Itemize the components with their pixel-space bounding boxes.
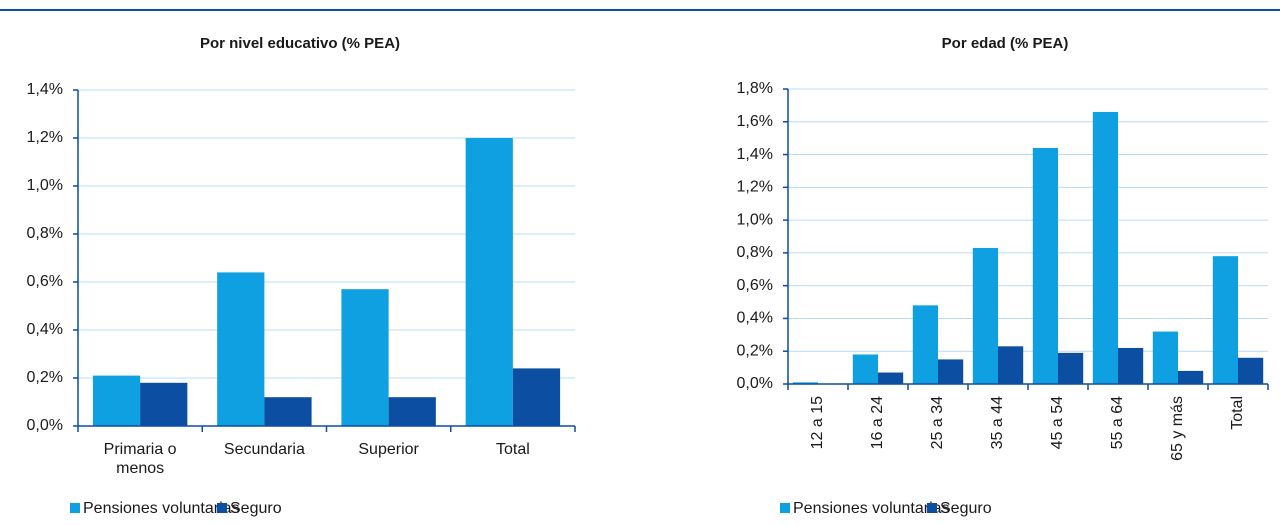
- bar: [92, 375, 141, 426]
- bar: [792, 382, 818, 384]
- bar: [938, 359, 964, 384]
- y-tick-label: 0,0%: [27, 417, 63, 434]
- x-tick-label: 25 a 34: [929, 396, 946, 449]
- bar: [1092, 111, 1118, 384]
- legend-swatch: [217, 503, 227, 513]
- y-tick-label: 0,6%: [737, 277, 773, 294]
- y-tick-label: 0,2%: [737, 342, 773, 359]
- legend-swatch: [70, 503, 80, 513]
- legend-label: Seguro: [940, 500, 992, 517]
- y-tick-label: 1,8%: [737, 80, 773, 97]
- y-tick-label: 0,8%: [27, 225, 63, 242]
- y-tick-label: 0,2%: [27, 369, 63, 386]
- x-tick-label: Total: [1229, 396, 1246, 430]
- bar: [972, 247, 998, 384]
- x-tick-label: Primaria o menos: [103, 441, 177, 477]
- y-tick-label: 0,4%: [737, 310, 773, 327]
- x-tick-label: 12 a 15: [809, 396, 826, 449]
- bar: [341, 289, 389, 426]
- y-tick-label: 1,0%: [737, 211, 773, 228]
- legend-label: Pensiones voluntarias: [793, 500, 950, 517]
- y-tick-label: 1,4%: [27, 81, 63, 98]
- bar: [998, 346, 1024, 384]
- x-tick-label: 55 a 64: [1109, 396, 1126, 449]
- x-tick-label: 65 y más: [1169, 396, 1186, 461]
- bar: [912, 305, 938, 384]
- y-tick-label: 0,8%: [737, 244, 773, 261]
- x-tick-label: Superior: [358, 441, 419, 458]
- bar: [512, 368, 561, 426]
- y-tick-label: 0,0%: [737, 375, 773, 392]
- bar: [140, 382, 188, 426]
- x-tick-label: Total: [495, 441, 530, 458]
- bar: [1178, 370, 1204, 384]
- y-tick-label: 1,4%: [737, 146, 773, 163]
- bar: [388, 397, 436, 426]
- bar: [878, 372, 904, 384]
- bar: [264, 397, 312, 426]
- bar: [1212, 256, 1238, 384]
- chart-title: Por nivel educativo (% PEA): [200, 35, 400, 52]
- y-tick-label: 1,2%: [737, 179, 773, 196]
- bar: [217, 272, 265, 426]
- chart-title: Por edad (% PEA): [942, 35, 1069, 52]
- x-tick-label: Secundaria: [223, 441, 305, 458]
- y-tick-label: 0,6%: [27, 273, 63, 290]
- y-tick-label: 1,2%: [27, 129, 63, 146]
- x-tick-label: 16 a 24: [869, 396, 886, 449]
- y-tick-label: 1,0%: [27, 177, 63, 194]
- y-tick-label: 1,6%: [737, 113, 773, 130]
- x-tick-label: 35 a 44: [989, 396, 1006, 449]
- x-tick-label: 45 a 54: [1049, 396, 1066, 449]
- bar: [1032, 148, 1058, 384]
- bar: [1058, 352, 1084, 384]
- legend-swatch: [780, 503, 790, 513]
- y-tick-label: 0,4%: [27, 321, 63, 338]
- legend-label: Pensiones voluntarias: [83, 500, 240, 517]
- legend-swatch: [927, 503, 937, 513]
- bar: [1152, 331, 1178, 384]
- bar: [465, 138, 513, 426]
- bar: [1238, 357, 1264, 384]
- bar: [1118, 347, 1144, 384]
- legend-label: Seguro: [230, 500, 282, 517]
- bar: [852, 354, 878, 384]
